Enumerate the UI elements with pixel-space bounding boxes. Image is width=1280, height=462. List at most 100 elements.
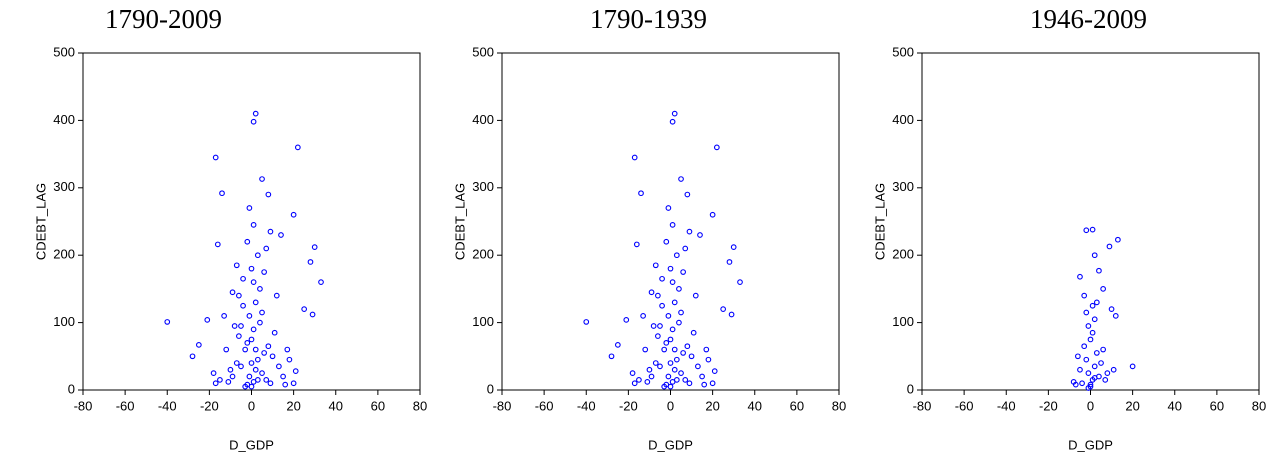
point [669, 118, 676, 125]
point [684, 343, 691, 350]
x-tick-label: 0 [1087, 398, 1094, 413]
point [301, 306, 308, 312]
point [1106, 243, 1113, 250]
point [311, 244, 318, 250]
point [259, 370, 265, 377]
point [318, 279, 324, 286]
plot-frame [921, 52, 1260, 391]
point [695, 363, 701, 370]
x-tick-label: 60 [1210, 398, 1224, 413]
point [217, 377, 223, 383]
y-tick-label: 200 [53, 247, 75, 262]
x-tick-label: 40 [329, 398, 343, 413]
y-axis-label: CDEBT_LAG [872, 183, 887, 260]
x-tick-label: -60 [955, 398, 974, 413]
point [238, 363, 244, 370]
point [737, 279, 743, 286]
point [644, 379, 651, 385]
point [648, 373, 655, 380]
point [278, 232, 284, 238]
point [676, 286, 682, 292]
chart-title: 1790-2009 [105, 4, 222, 34]
point [673, 377, 680, 383]
point [1083, 227, 1090, 234]
point [648, 289, 655, 296]
point [665, 373, 672, 380]
x-tick-label: 80 [832, 398, 846, 413]
x-tick-label: 0 [667, 398, 674, 413]
point [659, 275, 665, 282]
point [259, 176, 265, 182]
point [265, 343, 272, 350]
x-tick-label: -40 [997, 398, 1016, 413]
point [248, 360, 255, 366]
point [248, 265, 255, 272]
y-tick-label: 0 [487, 381, 494, 396]
point [280, 373, 286, 380]
plot-frame [82, 52, 421, 391]
point [661, 346, 668, 353]
y-tick-label: 300 [472, 179, 494, 194]
point [263, 377, 270, 383]
point [720, 306, 727, 312]
point [1093, 350, 1100, 356]
point [1093, 299, 1100, 306]
point [682, 377, 689, 383]
point [646, 366, 653, 373]
point [250, 279, 257, 286]
point [1102, 377, 1109, 383]
point [261, 269, 267, 275]
point [261, 350, 267, 356]
point [238, 323, 244, 329]
point [1089, 226, 1096, 233]
point [661, 383, 668, 390]
point [655, 292, 661, 299]
point [1081, 292, 1088, 299]
y-tick-label: 400 [53, 112, 75, 127]
point [680, 269, 686, 275]
point [307, 259, 314, 265]
x-tick-label: -40 [158, 398, 177, 413]
y-tick-label: 500 [53, 44, 75, 59]
point [673, 252, 680, 259]
point [189, 353, 196, 360]
point [246, 373, 253, 380]
point [1077, 366, 1083, 373]
point [1085, 370, 1092, 377]
point [699, 373, 705, 380]
point [1115, 236, 1121, 243]
y-tick-label: 200 [472, 247, 494, 262]
point [219, 190, 225, 197]
point [246, 313, 253, 319]
point [652, 360, 659, 366]
point [678, 176, 684, 182]
point [269, 353, 276, 360]
point [705, 356, 712, 363]
y-tick-label: 500 [472, 44, 494, 59]
point [1129, 363, 1136, 370]
point [1083, 309, 1090, 316]
point [1083, 356, 1090, 363]
point [267, 228, 274, 235]
point [667, 265, 674, 272]
point [210, 370, 217, 377]
point [1096, 267, 1102, 274]
point [669, 222, 676, 228]
point [271, 329, 278, 336]
plot-frame [501, 52, 840, 391]
point [250, 222, 257, 228]
x-tick-label: 80 [413, 398, 427, 413]
point [665, 313, 672, 319]
point [690, 329, 697, 336]
point [684, 191, 691, 198]
point [663, 339, 670, 346]
point [667, 336, 674, 343]
point [650, 323, 657, 329]
x-tick-label: -20 [1039, 398, 1058, 413]
point [248, 336, 255, 343]
y-tick-label: 100 [472, 314, 494, 329]
point [1087, 336, 1094, 343]
point [655, 333, 661, 339]
y-tick-label: 100 [892, 314, 914, 329]
point [309, 311, 316, 318]
